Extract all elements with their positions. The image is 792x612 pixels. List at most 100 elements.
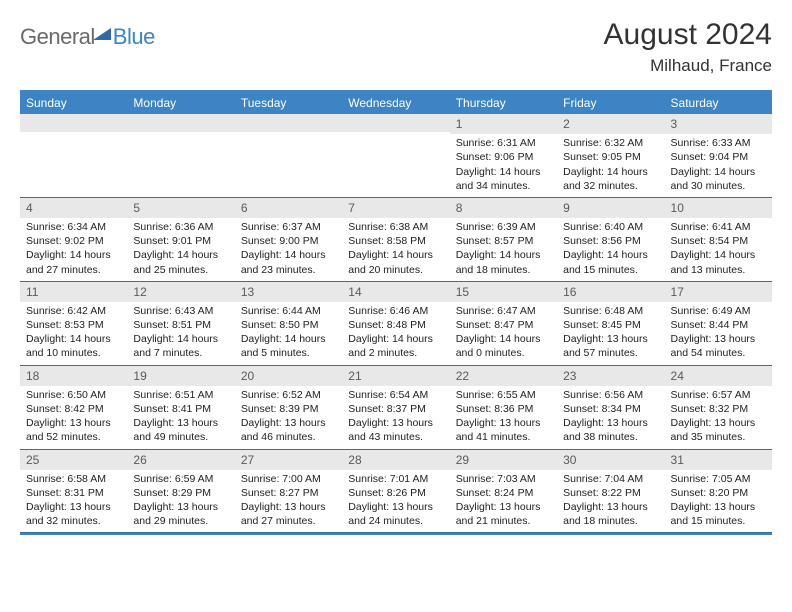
day-number: 22 — [450, 366, 557, 386]
daylight-text: Daylight: 13 hours and 54 minutes. — [671, 332, 766, 360]
sunset-text: Sunset: 8:44 PM — [671, 318, 766, 332]
day-cell: 17Sunrise: 6:49 AMSunset: 8:44 PMDayligh… — [665, 282, 772, 365]
day-cell — [235, 114, 342, 197]
day-details: Sunrise: 6:33 AMSunset: 9:04 PMDaylight:… — [665, 134, 772, 197]
day-number — [235, 114, 342, 132]
sunrise-text: Sunrise: 6:46 AM — [348, 304, 443, 318]
sunset-text: Sunset: 8:41 PM — [133, 402, 228, 416]
daylight-text: Daylight: 13 hours and 21 minutes. — [456, 500, 551, 528]
day-details: Sunrise: 7:03 AMSunset: 8:24 PMDaylight:… — [450, 470, 557, 533]
day-cell: 20Sunrise: 6:52 AMSunset: 8:39 PMDayligh… — [235, 366, 342, 449]
sunset-text: Sunset: 8:58 PM — [348, 234, 443, 248]
daylight-text: Daylight: 14 hours and 20 minutes. — [348, 248, 443, 276]
sunrise-text: Sunrise: 6:48 AM — [563, 304, 658, 318]
day-number: 2 — [557, 114, 664, 134]
weeks-container: 1Sunrise: 6:31 AMSunset: 9:06 PMDaylight… — [20, 114, 772, 533]
sunrise-text: Sunrise: 6:36 AM — [133, 220, 228, 234]
day-details: Sunrise: 6:42 AMSunset: 8:53 PMDaylight:… — [20, 302, 127, 365]
day-details: Sunrise: 6:38 AMSunset: 8:58 PMDaylight:… — [342, 218, 449, 281]
sunset-text: Sunset: 8:34 PM — [563, 402, 658, 416]
day-number: 5 — [127, 198, 234, 218]
day-header-wednesday: Wednesday — [342, 92, 449, 114]
daylight-text: Daylight: 13 hours and 41 minutes. — [456, 416, 551, 444]
day-header-friday: Friday — [557, 92, 664, 114]
sunset-text: Sunset: 8:53 PM — [26, 318, 121, 332]
day-number: 11 — [20, 282, 127, 302]
sunset-text: Sunset: 8:57 PM — [456, 234, 551, 248]
daylight-text: Daylight: 14 hours and 34 minutes. — [456, 165, 551, 193]
page-title: August 2024 — [604, 18, 772, 52]
day-cell: 1Sunrise: 6:31 AMSunset: 9:06 PMDaylight… — [450, 114, 557, 197]
header: General Blue August 2024 Milhaud, France — [20, 18, 772, 76]
day-number: 21 — [342, 366, 449, 386]
sunrise-text: Sunrise: 6:38 AM — [348, 220, 443, 234]
day-cell: 18Sunrise: 6:50 AMSunset: 8:42 PMDayligh… — [20, 366, 127, 449]
day-details: Sunrise: 6:44 AMSunset: 8:50 PMDaylight:… — [235, 302, 342, 365]
sunrise-text: Sunrise: 6:49 AM — [671, 304, 766, 318]
day-number: 26 — [127, 450, 234, 470]
daylight-text: Daylight: 13 hours and 35 minutes. — [671, 416, 766, 444]
day-cell: 10Sunrise: 6:41 AMSunset: 8:54 PMDayligh… — [665, 198, 772, 281]
daylight-text: Daylight: 13 hours and 27 minutes. — [241, 500, 336, 528]
daylight-text: Daylight: 14 hours and 2 minutes. — [348, 332, 443, 360]
day-details: Sunrise: 6:51 AMSunset: 8:41 PMDaylight:… — [127, 386, 234, 449]
day-number: 27 — [235, 450, 342, 470]
sunset-text: Sunset: 8:26 PM — [348, 486, 443, 500]
day-number: 12 — [127, 282, 234, 302]
day-header-row: SundayMondayTuesdayWednesdayThursdayFrid… — [20, 92, 772, 114]
day-cell: 16Sunrise: 6:48 AMSunset: 8:45 PMDayligh… — [557, 282, 664, 365]
day-number: 20 — [235, 366, 342, 386]
sunrise-text: Sunrise: 7:01 AM — [348, 472, 443, 486]
sunset-text: Sunset: 9:01 PM — [133, 234, 228, 248]
sunrise-text: Sunrise: 6:52 AM — [241, 388, 336, 402]
day-number: 30 — [557, 450, 664, 470]
day-cell: 3Sunrise: 6:33 AMSunset: 9:04 PMDaylight… — [665, 114, 772, 197]
daylight-text: Daylight: 13 hours and 15 minutes. — [671, 500, 766, 528]
daylight-text: Daylight: 14 hours and 10 minutes. — [26, 332, 121, 360]
sunset-text: Sunset: 8:37 PM — [348, 402, 443, 416]
day-details: Sunrise: 6:59 AMSunset: 8:29 PMDaylight:… — [127, 470, 234, 533]
day-details: Sunrise: 6:40 AMSunset: 8:56 PMDaylight:… — [557, 218, 664, 281]
day-header-tuesday: Tuesday — [235, 92, 342, 114]
day-header-monday: Monday — [127, 92, 234, 114]
day-cell — [342, 114, 449, 197]
sunset-text: Sunset: 8:31 PM — [26, 486, 121, 500]
day-details: Sunrise: 6:32 AMSunset: 9:05 PMDaylight:… — [557, 134, 664, 197]
sunset-text: Sunset: 8:48 PM — [348, 318, 443, 332]
sunset-text: Sunset: 8:54 PM — [671, 234, 766, 248]
sunrise-text: Sunrise: 6:40 AM — [563, 220, 658, 234]
day-number — [20, 114, 127, 132]
day-cell: 13Sunrise: 6:44 AMSunset: 8:50 PMDayligh… — [235, 282, 342, 365]
day-details: Sunrise: 6:57 AMSunset: 8:32 PMDaylight:… — [665, 386, 772, 449]
week-row: 11Sunrise: 6:42 AMSunset: 8:53 PMDayligh… — [20, 282, 772, 366]
daylight-text: Daylight: 13 hours and 57 minutes. — [563, 332, 658, 360]
sunset-text: Sunset: 9:06 PM — [456, 150, 551, 164]
day-cell: 22Sunrise: 6:55 AMSunset: 8:36 PMDayligh… — [450, 366, 557, 449]
week-row: 18Sunrise: 6:50 AMSunset: 8:42 PMDayligh… — [20, 366, 772, 450]
sunrise-text: Sunrise: 6:32 AM — [563, 136, 658, 150]
daylight-text: Daylight: 14 hours and 23 minutes. — [241, 248, 336, 276]
day-number: 31 — [665, 450, 772, 470]
day-details: Sunrise: 6:55 AMSunset: 8:36 PMDaylight:… — [450, 386, 557, 449]
daylight-text: Daylight: 14 hours and 27 minutes. — [26, 248, 121, 276]
day-header-sunday: Sunday — [20, 92, 127, 114]
daylight-text: Daylight: 13 hours and 46 minutes. — [241, 416, 336, 444]
day-cell: 30Sunrise: 7:04 AMSunset: 8:22 PMDayligh… — [557, 450, 664, 533]
day-number: 18 — [20, 366, 127, 386]
sunset-text: Sunset: 8:56 PM — [563, 234, 658, 248]
day-details: Sunrise: 7:01 AMSunset: 8:26 PMDaylight:… — [342, 470, 449, 533]
daylight-text: Daylight: 13 hours and 32 minutes. — [26, 500, 121, 528]
sunset-text: Sunset: 8:32 PM — [671, 402, 766, 416]
daylight-text: Daylight: 14 hours and 13 minutes. — [671, 248, 766, 276]
day-cell: 6Sunrise: 6:37 AMSunset: 9:00 PMDaylight… — [235, 198, 342, 281]
day-details: Sunrise: 6:50 AMSunset: 8:42 PMDaylight:… — [20, 386, 127, 449]
day-number: 19 — [127, 366, 234, 386]
day-details: Sunrise: 6:39 AMSunset: 8:57 PMDaylight:… — [450, 218, 557, 281]
day-details: Sunrise: 6:47 AMSunset: 8:47 PMDaylight:… — [450, 302, 557, 365]
day-number: 13 — [235, 282, 342, 302]
sunset-text: Sunset: 8:27 PM — [241, 486, 336, 500]
day-cell: 7Sunrise: 6:38 AMSunset: 8:58 PMDaylight… — [342, 198, 449, 281]
sunrise-text: Sunrise: 6:58 AM — [26, 472, 121, 486]
day-cell: 24Sunrise: 6:57 AMSunset: 8:32 PMDayligh… — [665, 366, 772, 449]
sunrise-text: Sunrise: 6:43 AM — [133, 304, 228, 318]
